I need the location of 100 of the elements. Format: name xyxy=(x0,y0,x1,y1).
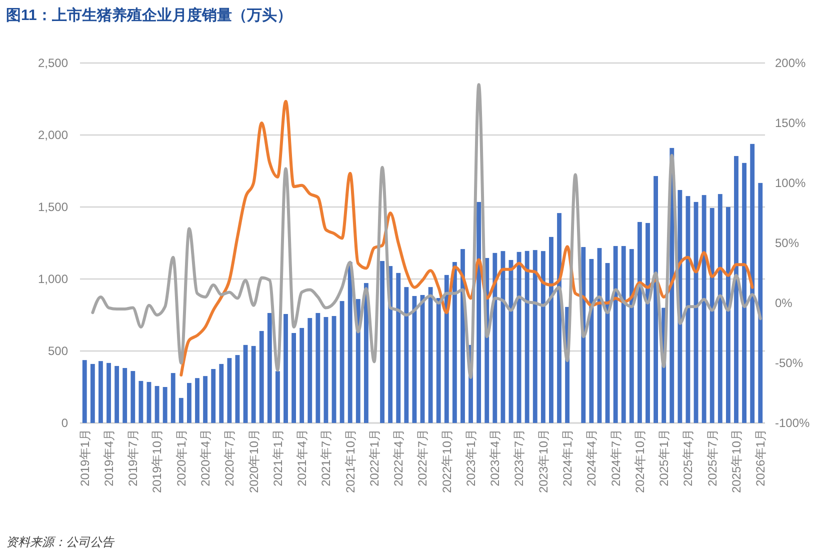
x-tick-label: 2020年10月 xyxy=(246,429,261,494)
bar xyxy=(557,213,562,423)
x-tick-label: 2021年7月 xyxy=(319,429,334,486)
bar xyxy=(170,373,176,423)
x-tick-label: 2020年1月 xyxy=(174,429,188,486)
bar xyxy=(324,317,328,423)
bar xyxy=(654,176,658,423)
x-tick-label: 2023年4月 xyxy=(488,429,502,486)
bar xyxy=(380,261,384,423)
x-tick-label: 2025年10月 xyxy=(729,429,744,494)
y-tick-label: 2,500 xyxy=(38,56,68,70)
bar xyxy=(500,251,506,423)
bar xyxy=(524,250,530,423)
y-tick-label: 500 xyxy=(48,344,68,358)
bar xyxy=(718,194,722,423)
bar xyxy=(742,162,746,423)
x-tick-label: 2025年1月 xyxy=(657,429,672,486)
bar xyxy=(235,355,240,423)
text: 资料来源：公司公告 xyxy=(6,535,115,549)
bar xyxy=(629,249,634,423)
line-series xyxy=(180,100,754,376)
x-tick-label: 2021年10月 xyxy=(343,429,358,494)
bar xyxy=(637,222,642,423)
bar xyxy=(702,195,706,423)
bar xyxy=(646,222,650,423)
bar xyxy=(589,258,594,423)
bar xyxy=(436,298,441,423)
bar xyxy=(292,333,296,423)
bar xyxy=(275,371,280,423)
y2-tick-label: 50% xyxy=(775,236,800,250)
x-tick-label: 2019年1月 xyxy=(78,429,92,486)
chart-title: 图11：上市生猪养殖企业月度销量（万头） xyxy=(6,6,292,24)
bar xyxy=(316,312,320,423)
bar xyxy=(114,366,120,423)
bar xyxy=(178,398,184,423)
bar xyxy=(98,361,103,423)
bar xyxy=(308,318,312,423)
x-tick-label: 2020年7月 xyxy=(222,429,237,486)
y2-tick-label: -50% xyxy=(775,356,804,370)
x-tick-label: 2022年1月 xyxy=(367,429,382,486)
bar xyxy=(710,208,714,423)
bar xyxy=(243,344,248,423)
bar xyxy=(251,346,256,423)
bar xyxy=(750,144,755,423)
y-tick-label: 1,500 xyxy=(38,200,68,214)
y2-tick-label: 100% xyxy=(775,176,806,190)
bar xyxy=(340,301,344,423)
x-tick-label: 2023年10月 xyxy=(536,429,550,494)
bar xyxy=(267,312,272,423)
x-tick-label: 2024年10月 xyxy=(632,429,647,494)
bar xyxy=(219,364,224,423)
y2-tick-label: 200% xyxy=(775,56,806,70)
x-tick-label: 2023年7月 xyxy=(512,429,526,486)
bar xyxy=(444,274,449,423)
bar xyxy=(146,382,152,423)
bar xyxy=(726,207,730,423)
bar xyxy=(162,387,168,423)
bar xyxy=(332,316,336,423)
line-series xyxy=(91,83,762,379)
bar xyxy=(195,378,200,423)
bar xyxy=(284,314,288,423)
bar xyxy=(203,376,208,423)
bar xyxy=(259,330,264,423)
bar xyxy=(532,250,538,423)
x-tick-label: 2024年1月 xyxy=(560,429,575,486)
x-tick-label: 2019年10月 xyxy=(150,429,164,494)
bar xyxy=(106,362,111,423)
x-tick-label: 2019年7月 xyxy=(126,429,140,486)
x-tick-label: 2022年7月 xyxy=(416,429,430,486)
y2-tick-label: -100% xyxy=(775,416,810,430)
bar xyxy=(549,236,554,423)
x-tick-label: 2020年4月 xyxy=(198,429,212,486)
x-tick-label: 2026年1月 xyxy=(754,429,768,486)
x-tick-label: 2022年10月 xyxy=(440,429,454,494)
x-tick-label: 2022年4月 xyxy=(392,429,406,486)
bar xyxy=(122,368,128,423)
x-tick-label: 2024年4月 xyxy=(584,429,599,486)
bar xyxy=(138,380,144,423)
bar xyxy=(300,328,304,423)
bar xyxy=(404,287,409,423)
bar xyxy=(758,182,763,423)
bar xyxy=(428,287,433,423)
x-tick-label: 2021年4月 xyxy=(295,429,310,486)
bar xyxy=(211,369,216,423)
x-tick-label: 2019年4月 xyxy=(102,429,116,486)
bar xyxy=(492,252,498,423)
bar xyxy=(734,156,738,423)
bar xyxy=(540,251,546,423)
x-tick-label: 2025年7月 xyxy=(705,429,720,486)
bar xyxy=(476,202,482,423)
y-tick-label: 0 xyxy=(61,416,68,430)
y-tick-label: 2,000 xyxy=(38,128,68,142)
bar xyxy=(396,272,401,423)
x-tick-label: 2023年1月 xyxy=(464,429,478,486)
y2-tick-label: 150% xyxy=(775,116,806,130)
bar xyxy=(154,386,160,423)
y-tick-label: 1,000 xyxy=(38,272,68,286)
x-tick-label: 2021年1月 xyxy=(270,429,285,486)
bar xyxy=(90,364,95,423)
bar xyxy=(130,371,136,423)
